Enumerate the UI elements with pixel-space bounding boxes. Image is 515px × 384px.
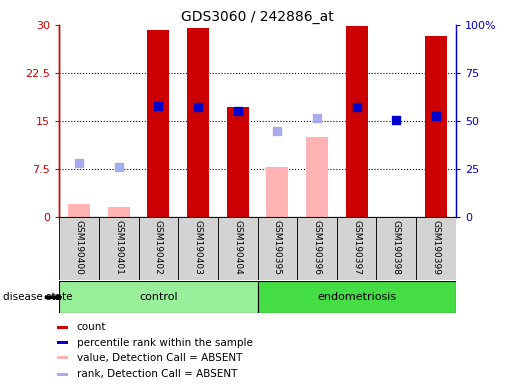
Bar [425,36,447,217]
Bar [258,217,297,280]
Bar [297,217,337,280]
Bar [306,137,328,217]
Point [114,164,123,170]
Bar [266,167,288,217]
Point [273,127,281,134]
Bar [139,217,178,280]
Point [234,108,242,114]
Bar [376,217,416,280]
Text: value, Detection Call = ABSENT: value, Detection Call = ABSENT [77,353,242,363]
Bar [346,26,368,217]
Text: GSM190398: GSM190398 [392,220,401,275]
Bar [57,373,68,376]
Point [154,103,163,109]
Text: count: count [77,322,106,332]
Point [313,115,321,121]
Text: percentile rank within the sample: percentile rank within the sample [77,338,252,348]
Bar [227,107,249,217]
Bar [178,217,218,280]
Bar [68,204,90,217]
Bar [99,217,139,280]
Text: GSM190400: GSM190400 [75,220,83,275]
Text: GSM190396: GSM190396 [313,220,321,275]
Bar [147,30,169,217]
Bar [337,217,376,280]
Bar [57,326,68,329]
Text: GSM190399: GSM190399 [432,220,440,275]
Bar [108,207,130,217]
Text: GSM190403: GSM190403 [194,220,202,275]
Text: endometriosis: endometriosis [317,292,396,302]
Bar [218,217,258,280]
Bar [59,281,258,313]
Bar [187,28,209,217]
Bar [57,341,68,344]
Point [432,113,440,119]
Text: rank, Detection Call = ABSENT: rank, Detection Call = ABSENT [77,369,237,379]
Bar [57,356,68,359]
Text: GSM190395: GSM190395 [273,220,282,275]
Text: control: control [139,292,178,302]
Text: GSM190402: GSM190402 [154,220,163,275]
Text: disease state: disease state [3,292,72,302]
Text: GSM190401: GSM190401 [114,220,123,275]
Point [392,117,401,123]
Text: GSM190404: GSM190404 [233,220,242,275]
Point [352,104,360,110]
Point [194,104,202,110]
Bar [258,281,456,313]
Title: GDS3060 / 242886_at: GDS3060 / 242886_at [181,10,334,24]
Text: GSM190397: GSM190397 [352,220,361,275]
Bar [416,217,456,280]
Bar [59,217,99,280]
Point [75,159,83,166]
